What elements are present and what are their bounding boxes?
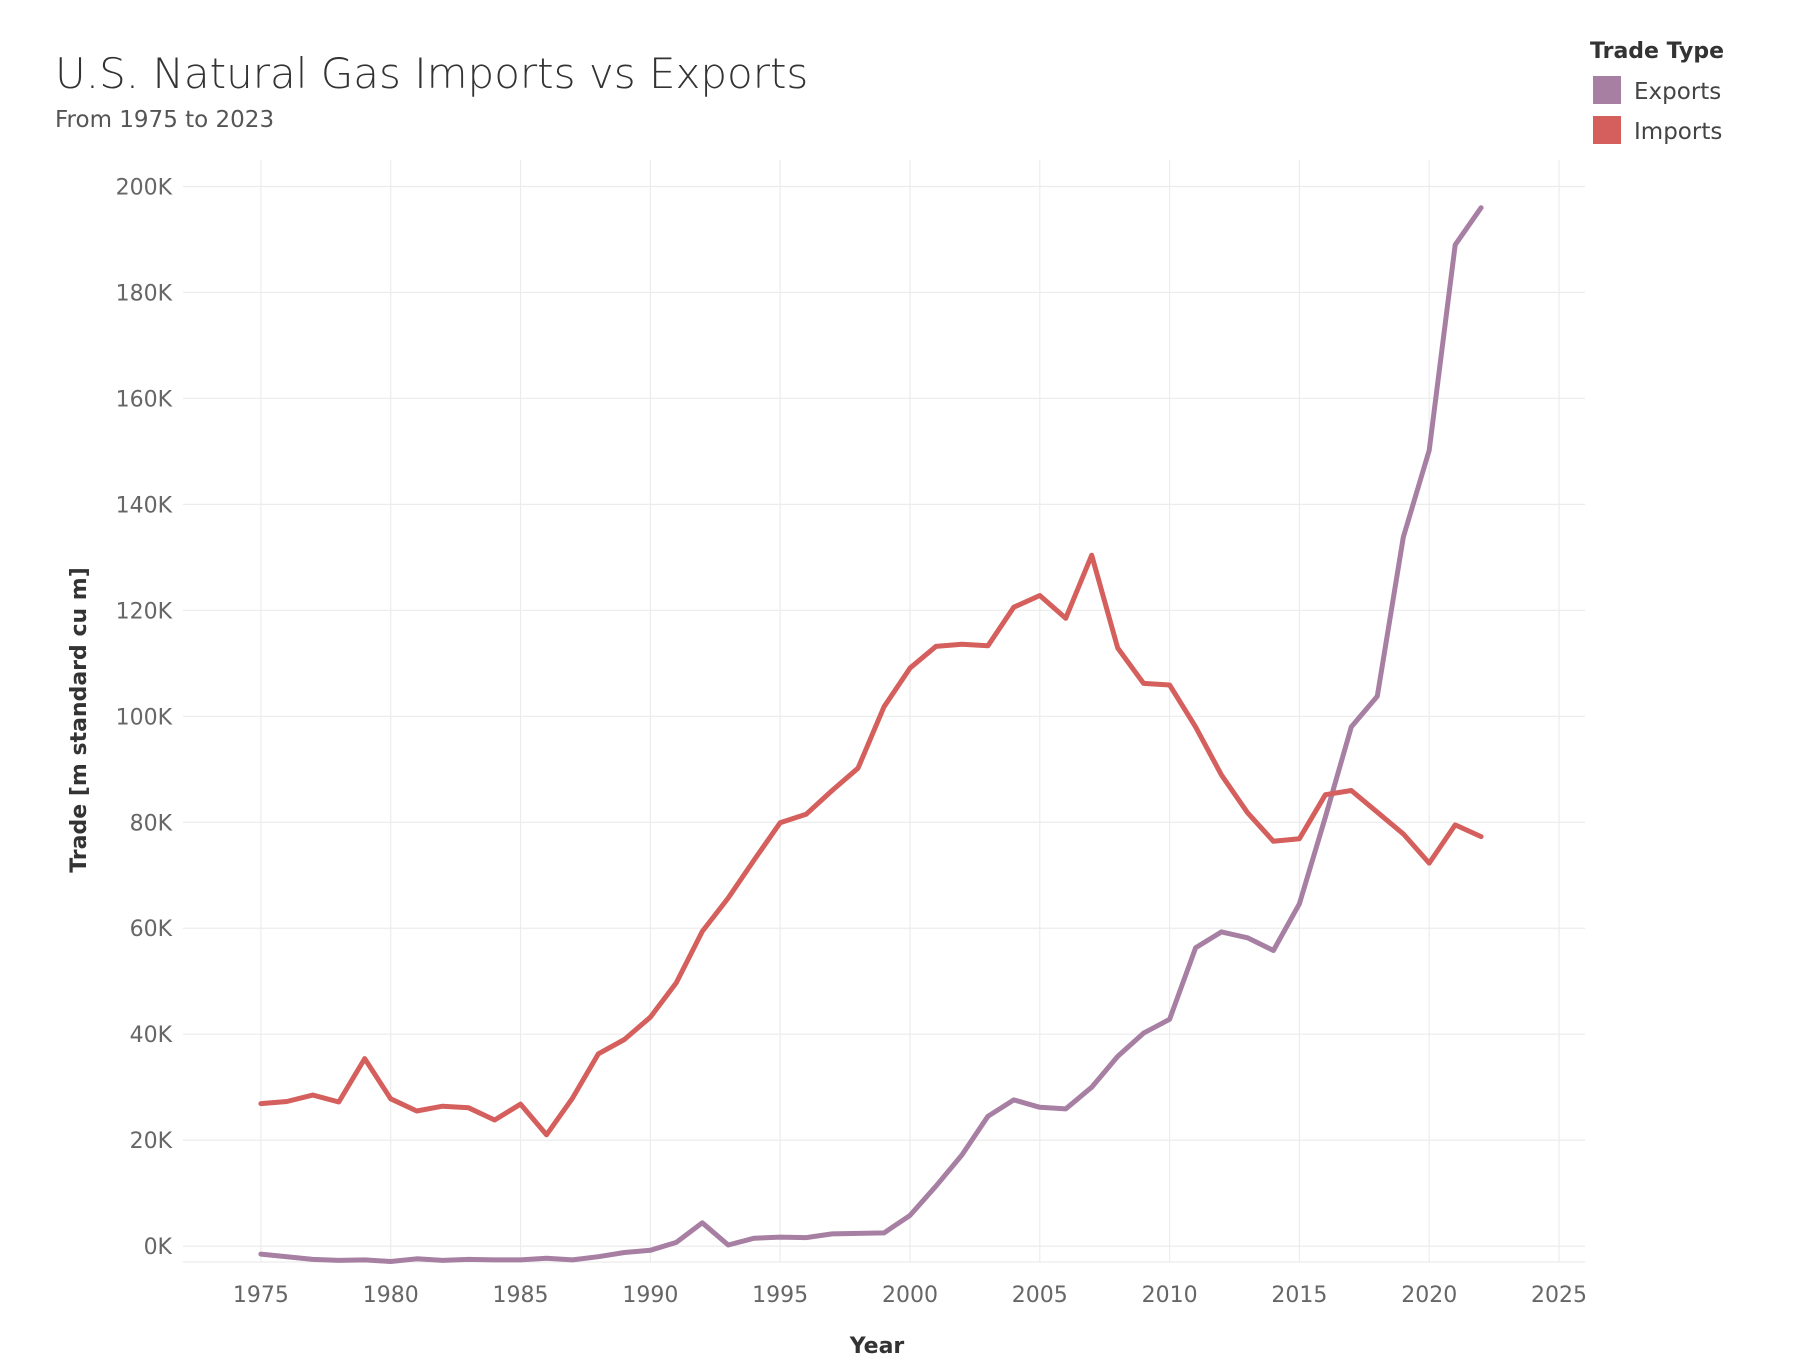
- x-tick-label: 2010: [1142, 1283, 1198, 1308]
- series-line-exports: [258, 205, 1484, 1264]
- y-axis-ticks: 0K 20K 40K 60K 80K 100K 120K 140K 160K 180K 200K: [116, 175, 173, 1260]
- y-tick-label: 140K: [116, 493, 173, 518]
- series-line-imports: [258, 552, 1484, 1138]
- x-tick-label: 2005: [1012, 1283, 1068, 1308]
- x-axis-ticks: 1975 1980 1985 1990 1995 2000 2005 2010 2015 2020…: [233, 1283, 1587, 1308]
- y-tick-label: 200K: [116, 175, 173, 200]
- y-axis-title: Trade [m standard cu m]: [67, 567, 92, 873]
- x-tick-label: 1995: [752, 1283, 808, 1308]
- x-tick-label: 2020: [1401, 1283, 1457, 1308]
- y-tick-label: 60K: [130, 917, 173, 942]
- y-tick-label: 180K: [116, 281, 173, 306]
- x-gridlines: [260, 160, 1560, 1262]
- x-axis-title: Year: [849, 1334, 905, 1359]
- chart-subtitle: From 1975 to 2023: [55, 107, 274, 133]
- x-tick-label: 1980: [363, 1283, 419, 1308]
- y-gridlines: [183, 185, 1585, 1247]
- y-tick-label: 0K: [144, 1235, 173, 1260]
- legend-title: Trade Type: [1590, 39, 1724, 64]
- y-tick-label: 80K: [130, 811, 173, 836]
- x-tick-label: 1985: [493, 1283, 549, 1308]
- x-tick-label: 1975: [233, 1283, 289, 1308]
- y-tick-label: 100K: [116, 705, 173, 730]
- legend-swatch-imports: [1593, 116, 1621, 144]
- x-tick-label: 2015: [1271, 1283, 1327, 1308]
- chart-title: U.S. Natural Gas Imports vs Exports: [55, 49, 808, 98]
- legend-label-exports: Exports: [1634, 79, 1721, 105]
- series-lines: [258, 205, 1484, 1264]
- legend-label-imports: Imports: [1634, 119, 1722, 145]
- x-tick-label: 2000: [882, 1283, 938, 1308]
- y-tick-label: 120K: [116, 599, 173, 624]
- y-tick-label: 160K: [116, 387, 173, 412]
- legend-swatch-exports: [1593, 76, 1621, 104]
- legend: Trade Type Exports Imports: [1590, 39, 1724, 145]
- x-tick-label: 1990: [622, 1283, 678, 1308]
- x-tick-label: 2025: [1531, 1283, 1587, 1308]
- y-tick-label: 20K: [130, 1129, 173, 1154]
- y-tick-label: 40K: [130, 1023, 173, 1048]
